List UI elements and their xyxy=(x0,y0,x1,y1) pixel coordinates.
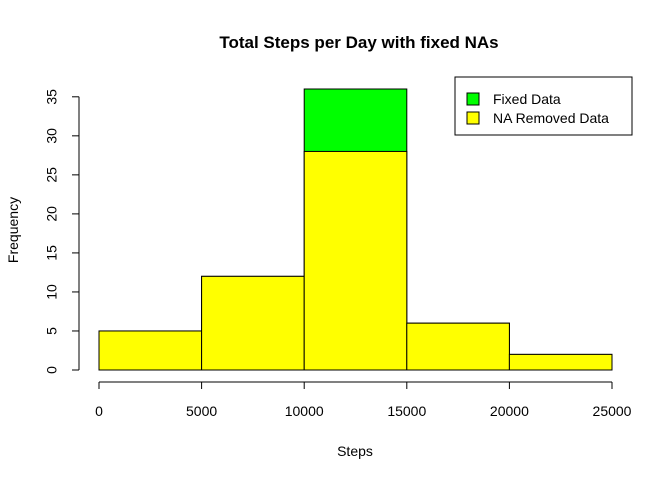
y-tick-label-1: 5 xyxy=(44,327,60,335)
legend-box xyxy=(454,76,633,136)
y-tick-label-6: 30 xyxy=(44,128,60,144)
y-tick-label-3: 15 xyxy=(44,245,60,261)
legend-swatch-0 xyxy=(466,92,480,106)
y-tick-label-5: 25 xyxy=(44,167,60,183)
chart-title: Total Steps per Day with fixed NAs xyxy=(219,33,498,52)
x-tick-label-3: 15000 xyxy=(387,403,426,419)
bars-layer xyxy=(98,88,613,371)
legend-label-1: NA Removed Data xyxy=(493,110,609,126)
y-tick-label-2: 10 xyxy=(44,284,60,300)
y-tick-label-4: 20 xyxy=(44,206,60,222)
histogram-bar-na-removed-4 xyxy=(508,353,613,371)
histogram-bar-na-removed-3 xyxy=(406,322,510,371)
x-tick-label-0: 0 xyxy=(95,403,103,419)
x-tick-label-2: 10000 xyxy=(285,403,324,419)
y-axis: 0 5 10 15 20 25 30 35 xyxy=(44,89,80,374)
x-tick-label-1: 5000 xyxy=(186,403,217,419)
legend-label-0: Fixed Data xyxy=(493,91,561,107)
histogram-bar-na-removed-2 xyxy=(303,150,408,371)
x-tick-label-5: 25000 xyxy=(593,403,632,419)
y-axis-label: Frequency xyxy=(5,197,21,263)
histogram-bar-na-removed-0 xyxy=(98,330,203,371)
y-tick-label-0: 0 xyxy=(44,366,60,374)
legend-swatch-1 xyxy=(466,111,480,125)
x-axis-label: Steps xyxy=(337,443,373,459)
x-tick-label-4: 20000 xyxy=(490,403,529,419)
legend: Fixed Data NA Removed Data xyxy=(454,76,633,136)
y-tick-label-7: 35 xyxy=(44,89,60,105)
x-axis: 0 5000 10000 15000 20000 25000 xyxy=(95,381,632,419)
histogram-bar-na-removed-1 xyxy=(201,275,305,371)
